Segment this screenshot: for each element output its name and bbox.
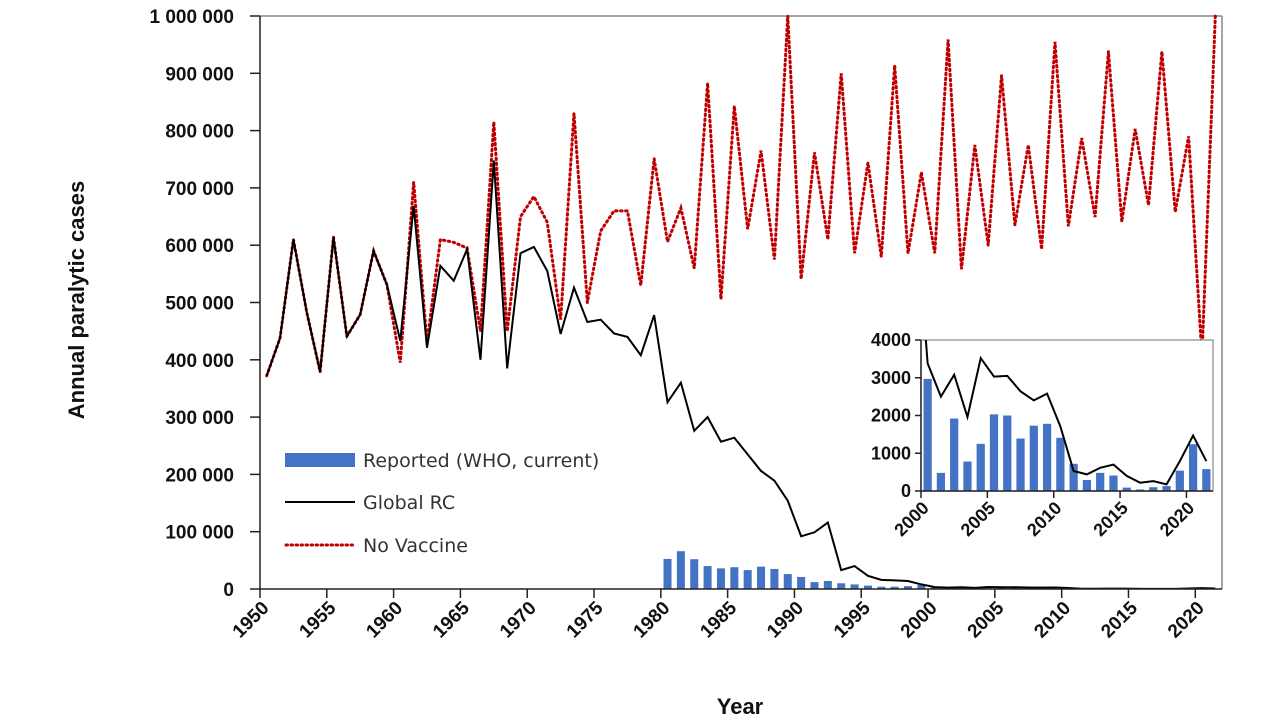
inset-x-tick-label: 2015 <box>1089 498 1131 540</box>
inset-chart: 0 1000 2000 3000 4000 2000 2005 2010 2015 2020 <box>871 330 1214 540</box>
inset-reported-bar-2001 <box>936 472 946 491</box>
inset-y-tick-label: 3000 <box>871 368 911 388</box>
x-tick-label: 1975 <box>563 597 608 642</box>
inset-y-tick-label: 2000 <box>871 406 911 426</box>
y-tick-label: 400 000 <box>165 351 234 372</box>
reported-bar-1999 <box>917 584 926 589</box>
x-tick-label: 1990 <box>763 598 808 643</box>
x-tick-label: 2005 <box>964 597 1009 642</box>
inset-reported-bar-2003 <box>963 461 972 491</box>
x-axis-title: Year <box>717 694 764 719</box>
legend: Reported (WHO, current) Global RC No Vacci… <box>284 450 599 557</box>
reported-bar-1998 <box>904 586 913 589</box>
global-rc-line <box>265 160 1216 589</box>
y-axis-title: Annual paralytic cases <box>64 181 89 419</box>
x-tick-label: 2010 <box>1030 598 1075 643</box>
x-tick-label: 2015 <box>1097 597 1142 642</box>
legend-label-global-rc: Global RC <box>363 492 455 514</box>
reported-bar-1980 <box>663 558 672 589</box>
y-tick-label: 500 000 <box>165 294 234 315</box>
inset-global-rc-line <box>924 340 1208 486</box>
reported-bar-1982 <box>690 559 699 589</box>
y-tick-label: 900 000 <box>165 64 234 85</box>
x-tick-label: 1985 <box>696 597 741 642</box>
reported-bars <box>663 551 1220 589</box>
inset-reported-bar-2016 <box>1135 489 1145 491</box>
x-tick-label: 1970 <box>496 598 541 643</box>
legend-label-reported: Reported (WHO, current) <box>363 450 599 472</box>
y-tick-label: 1 000 000 <box>149 7 234 28</box>
reported-bar-1991 <box>810 582 819 589</box>
legend-swatch-reported <box>285 453 355 467</box>
inset-reported-bar-2013 <box>1096 472 1105 491</box>
inset-x-tick-label: 2010 <box>1023 498 1065 540</box>
x-tick-label: 1950 <box>229 598 274 643</box>
inset-reported-bar-2005 <box>989 414 999 491</box>
inset-reported-bar-2019 <box>1175 470 1184 491</box>
no-vaccine-line <box>265 14 1217 378</box>
reported-bar-1993 <box>837 583 846 589</box>
reported-bar-1985 <box>730 567 739 589</box>
inset-reported-bar-2006 <box>1003 415 1012 491</box>
inset-reported-bar-2018 <box>1162 486 1171 491</box>
reported-bar-1990 <box>797 576 806 589</box>
inset-reported-bar-2010 <box>1056 437 1065 491</box>
reported-bar-1997 <box>890 586 899 589</box>
legend-label-no-vaccine: No Vaccine <box>363 535 468 557</box>
inset-x-tick-label: 2005 <box>957 498 999 540</box>
reported-bar-1984 <box>716 568 725 589</box>
inset-y-tick-label: 0 <box>901 481 911 501</box>
x-tick-label: 2020 <box>1164 598 1209 643</box>
x-tick-label: 1995 <box>830 597 875 642</box>
inset-reported-bar-2011 <box>1069 463 1078 491</box>
x-tick-label: 2000 <box>897 598 942 643</box>
inset-reported-bar-2014 <box>1109 475 1118 491</box>
inset-reported-bar-2000 <box>923 378 932 491</box>
y-tick-label: 0 <box>223 580 234 601</box>
inset-reported-bar-2012 <box>1082 480 1092 491</box>
reported-bar-1981 <box>676 551 685 589</box>
x-tick-label: 1955 <box>296 597 341 642</box>
inset-reported-bar-2008 <box>1029 425 1038 491</box>
inset-reported-bar-2002 <box>950 418 959 491</box>
reported-bar-1996 <box>877 586 886 589</box>
inset-reported-bar-2007 <box>1016 438 1025 491</box>
reported-bar-1987 <box>757 566 766 589</box>
inset-y-tick-label: 4000 <box>871 330 911 350</box>
y-tick-label: 100 000 <box>165 523 234 544</box>
y-tick-label: 600 000 <box>165 236 234 257</box>
inset-reported-bar-2009 <box>1042 423 1052 491</box>
y-tick-label: 800 000 <box>165 122 234 143</box>
reported-bar-1983 <box>703 566 712 589</box>
x-tick-label: 1980 <box>630 598 675 643</box>
reported-bar-1995 <box>863 585 872 589</box>
inset-reported-bar-2017 <box>1149 487 1158 491</box>
reported-bar-1994 <box>850 584 859 589</box>
reported-bar-1992 <box>823 580 832 589</box>
y-tick-label: 700 000 <box>165 179 234 200</box>
reported-bar-1986 <box>743 570 752 589</box>
reported-bar-1989 <box>783 574 792 589</box>
y-tick-label: 200 000 <box>165 465 234 486</box>
x-tick-label: 1965 <box>429 597 474 642</box>
inset-reported-bar-2015 <box>1122 487 1131 491</box>
inset-reported-bar-2020 <box>1188 444 1198 491</box>
x-tick-label: 1960 <box>362 598 407 643</box>
inset-x-tick-label: 2000 <box>890 498 932 540</box>
inset-y-tick-label: 1000 <box>871 443 911 463</box>
inset-reported-bar-2004 <box>976 443 985 491</box>
inset-reported-bar-2021 <box>1202 469 1211 491</box>
inset-x-tick-label: 2020 <box>1156 498 1198 540</box>
reported-bar-2000 <box>930 587 939 589</box>
reported-bar-1988 <box>770 568 779 589</box>
y-tick-label: 300 000 <box>165 408 234 429</box>
